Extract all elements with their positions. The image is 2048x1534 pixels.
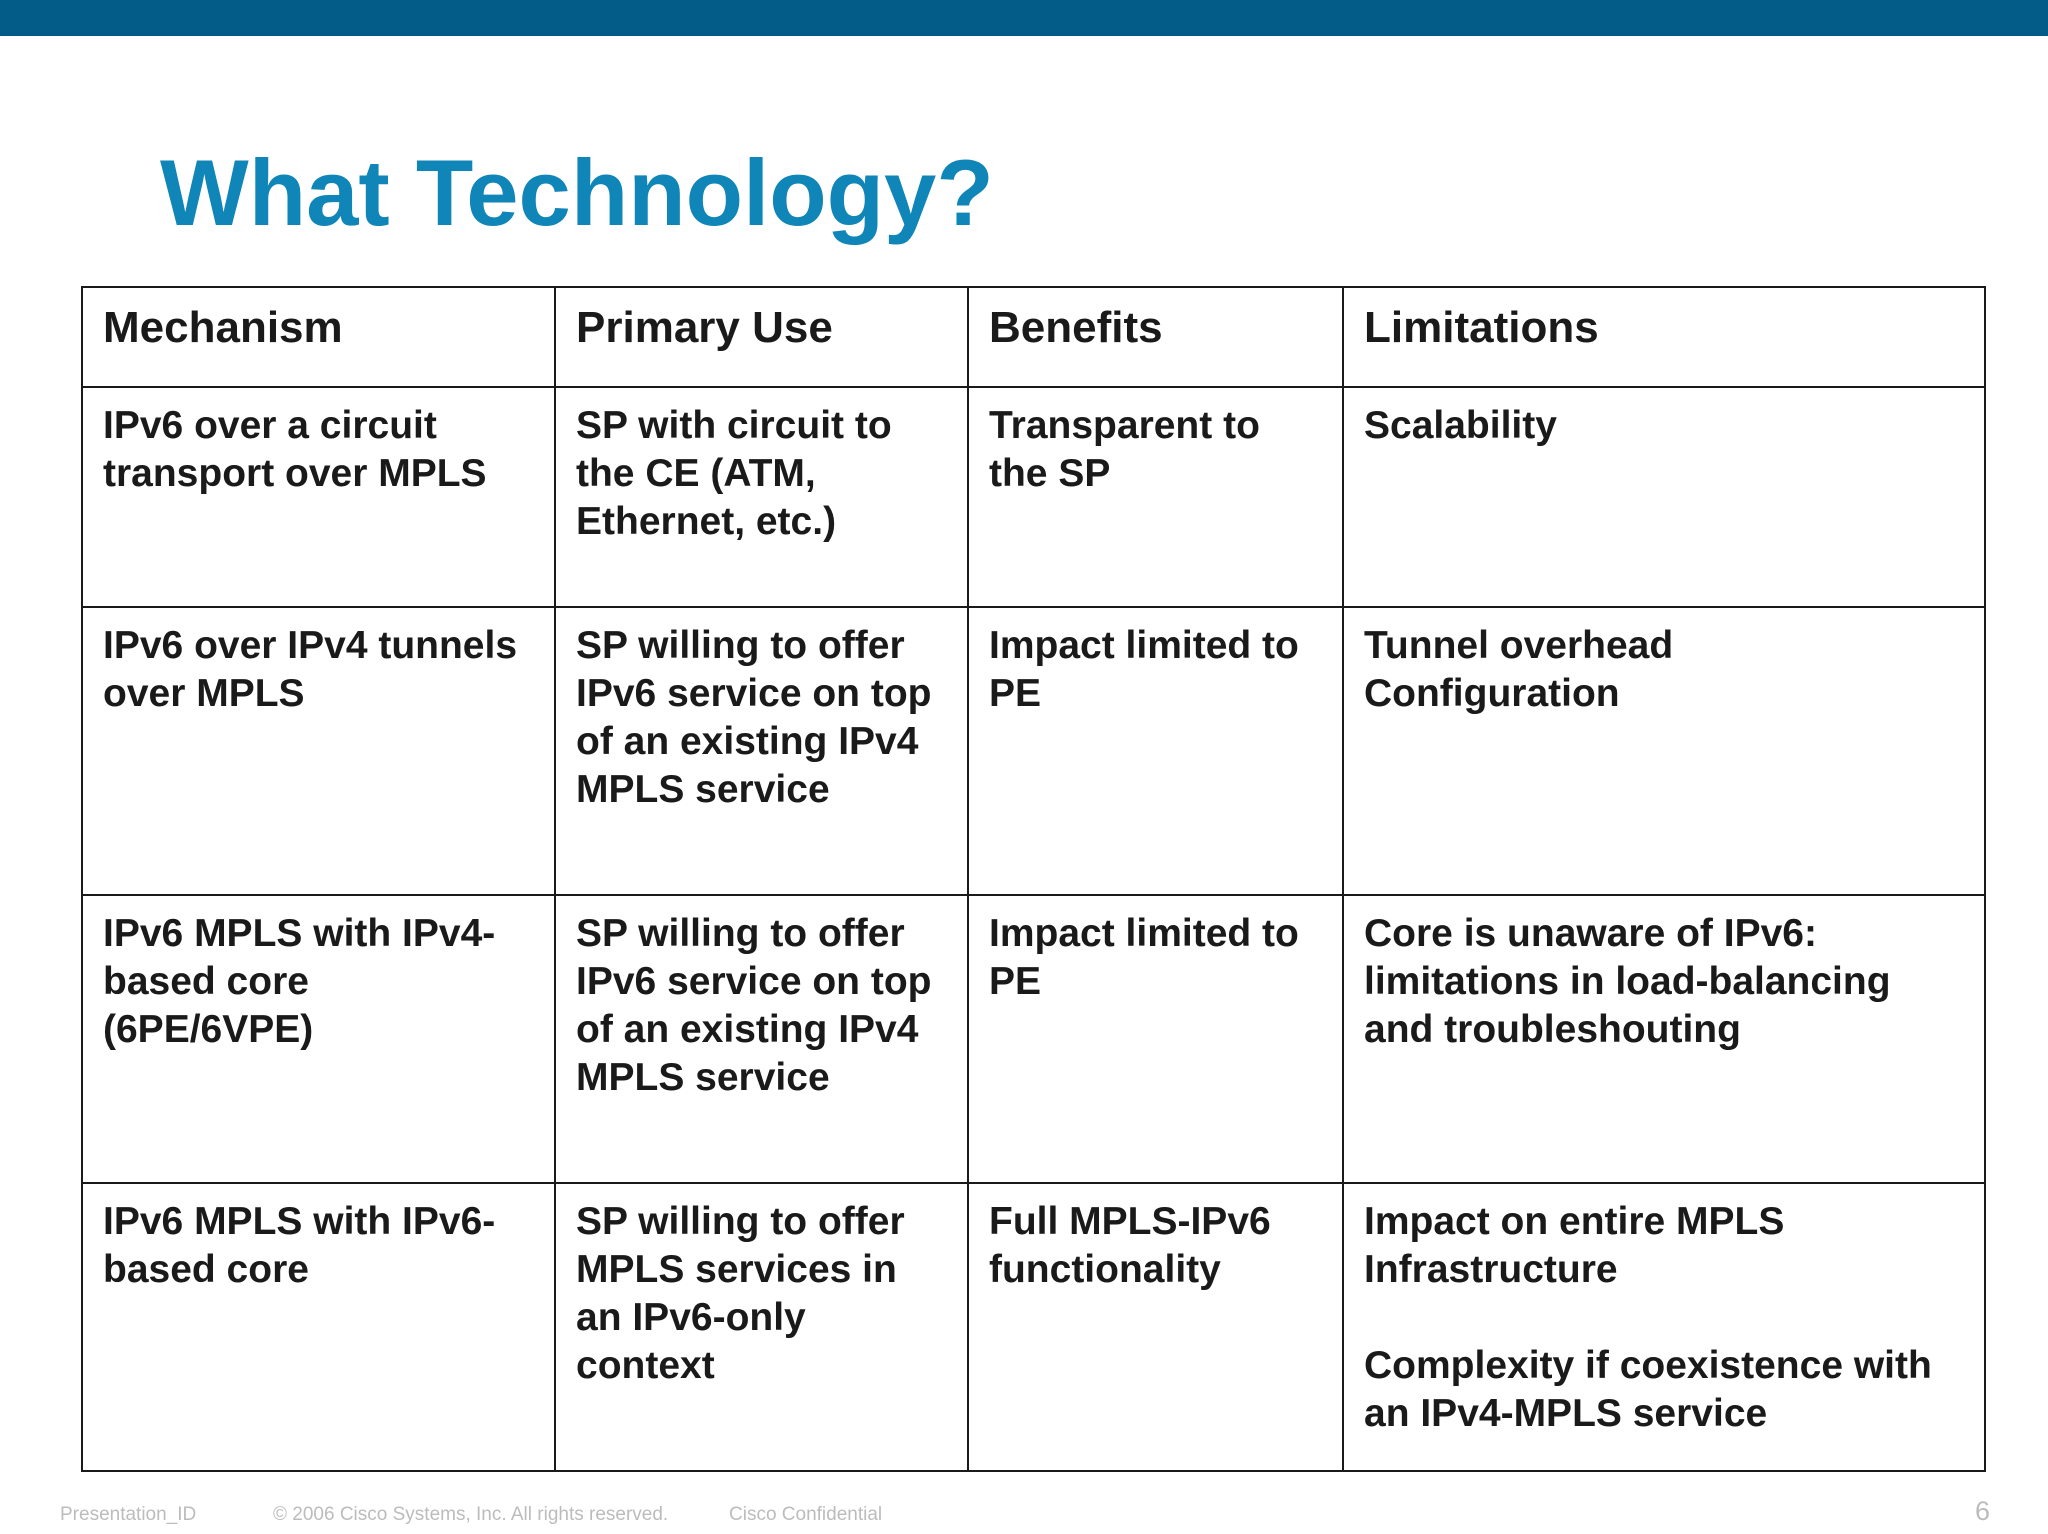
cell-limitations: Scalability: [1342, 386, 1986, 608]
table-row: IPv6 MPLS with IPv6- based core SP willi…: [81, 1182, 1986, 1472]
cell-mechanism: IPv6 MPLS with IPv4- based core (6PE/6VP…: [81, 894, 556, 1184]
cell-limitations: Core is unaware of IPv6: limitations in …: [1342, 894, 1986, 1184]
top-banner-bar: [0, 0, 2048, 36]
table-row: IPv6 MPLS with IPv4- based core (6PE/6VP…: [81, 894, 1986, 1184]
cell-primary-use: SP willing to offer MPLS services in an …: [554, 1182, 969, 1472]
cell-benefits: Transparent to the SP: [967, 386, 1344, 608]
cell-mechanism: IPv6 over a circuit transport over MPLS: [81, 386, 556, 608]
header-benefits: Benefits: [967, 286, 1344, 388]
cell-mechanism: IPv6 over IPv4 tunnels over MPLS: [81, 606, 556, 896]
cell-primary-use: SP with circuit to the CE (ATM, Ethernet…: [554, 386, 969, 608]
table-row: IPv6 over IPv4 tunnels over MPLS SP will…: [81, 606, 1986, 896]
table-row: IPv6 over a circuit transport over MPLS …: [81, 386, 1986, 608]
footer-confidential: Cisco Confidential: [729, 1504, 883, 1525]
cell-benefits: Impact limited to PE: [967, 894, 1344, 1184]
header-primary-use: Primary Use: [554, 286, 969, 388]
cell-mechanism: IPv6 MPLS with IPv6- based core: [81, 1182, 556, 1472]
page-number: 6: [1974, 1496, 1990, 1526]
cell-primary-use: SP willing to offer IPv6 service on top …: [554, 894, 969, 1184]
technology-comparison-table: Mechanism Primary Use Benefits Limitatio…: [81, 286, 1986, 1472]
header-limitations: Limitations: [1342, 286, 1986, 388]
footer-copyright: © 2006 Cisco Systems, Inc. All rights re…: [273, 1504, 669, 1525]
table-header-row: Mechanism Primary Use Benefits Limitatio…: [81, 286, 1986, 388]
cell-limitations: Impact on entire MPLS Infrastructure Com…: [1342, 1182, 1986, 1472]
cell-primary-use: SP willing to offer IPv6 service on top …: [554, 606, 969, 896]
cell-benefits: Full MPLS-IPv6 functionality: [967, 1182, 1344, 1472]
footer-presentation-id: Presentation_ID: [60, 1504, 197, 1525]
slide-title: What Technology?: [160, 140, 994, 245]
header-mechanism: Mechanism: [81, 286, 556, 388]
cell-limitations: Tunnel overhead Configuration: [1342, 606, 1986, 896]
cell-benefits: Impact limited to PE: [967, 606, 1344, 896]
